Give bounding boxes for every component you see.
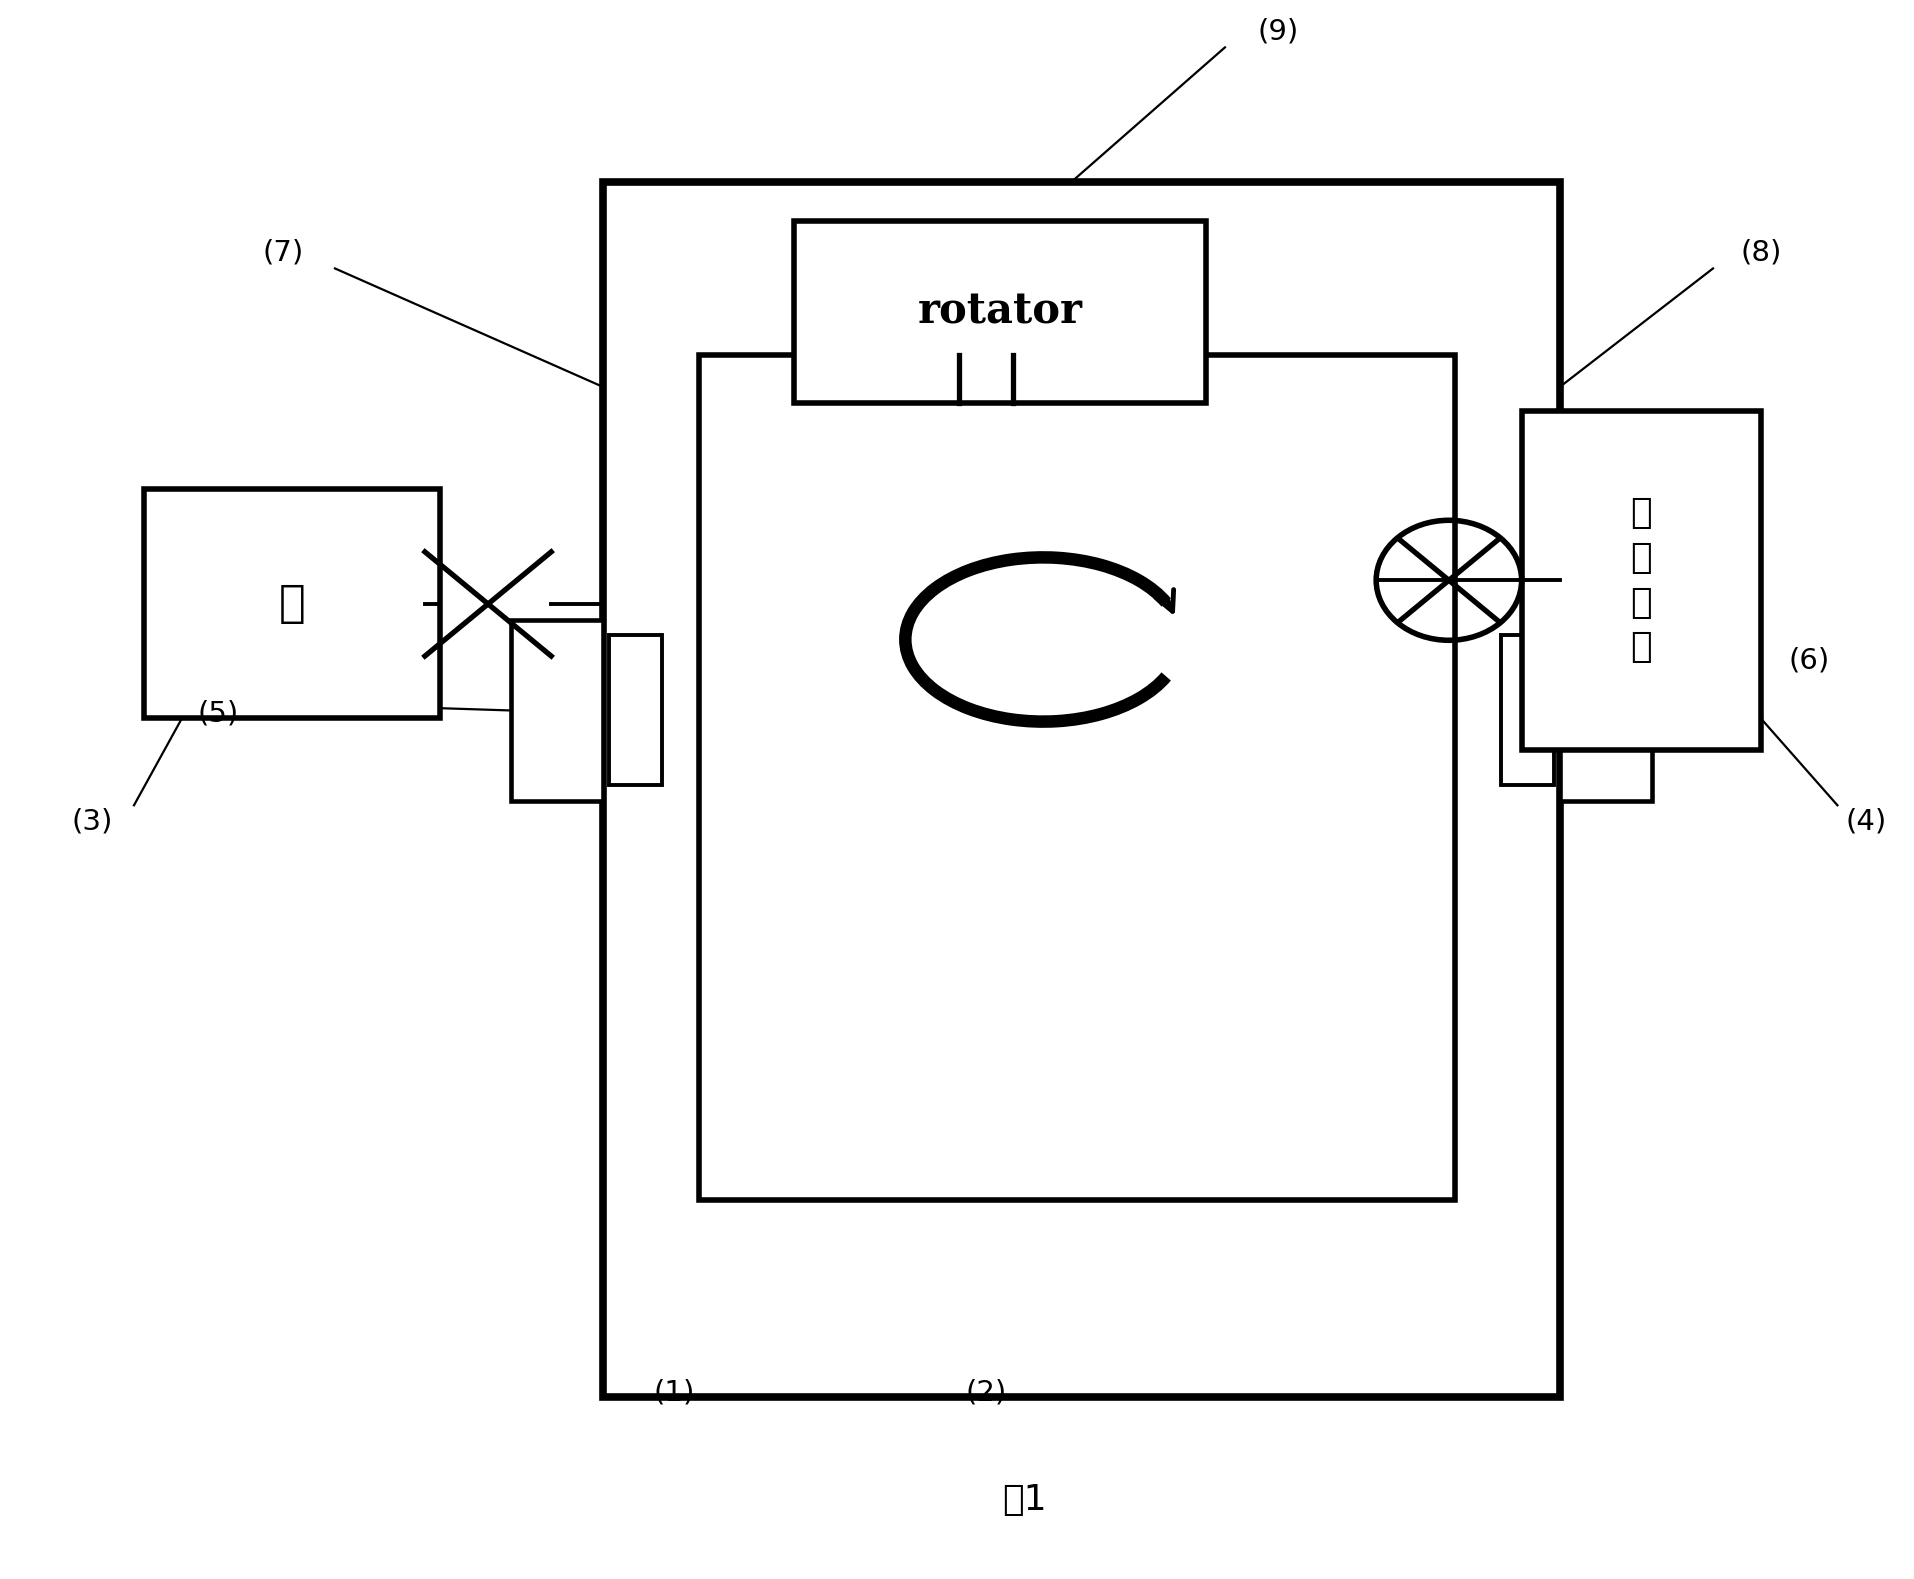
Text: (3): (3)	[71, 807, 113, 835]
Bar	[609, 635, 662, 785]
Text: 反
应
气
体: 反 应 气 体	[1631, 496, 1652, 665]
Bar	[511, 619, 603, 801]
Text: 泵: 泵	[279, 583, 304, 625]
Text: rotator: rotator	[917, 291, 1083, 333]
Text: (5): (5)	[197, 699, 239, 728]
Text: (7): (7)	[262, 238, 304, 267]
Bar	[1522, 411, 1761, 750]
Bar	[794, 221, 1206, 403]
Bar	[699, 355, 1455, 1200]
Bar	[603, 182, 1560, 1397]
Text: (1): (1)	[653, 1378, 695, 1407]
Text: (6): (6)	[1788, 646, 1830, 674]
Bar	[1560, 619, 1652, 801]
Text: (4): (4)	[1845, 807, 1887, 835]
Text: (2): (2)	[965, 1378, 1007, 1407]
Text: 图1: 图1	[1001, 1483, 1047, 1517]
Bar	[144, 489, 440, 718]
Text: (9): (9)	[1257, 17, 1300, 46]
Bar	[1501, 635, 1554, 785]
Text: (8): (8)	[1740, 238, 1782, 267]
